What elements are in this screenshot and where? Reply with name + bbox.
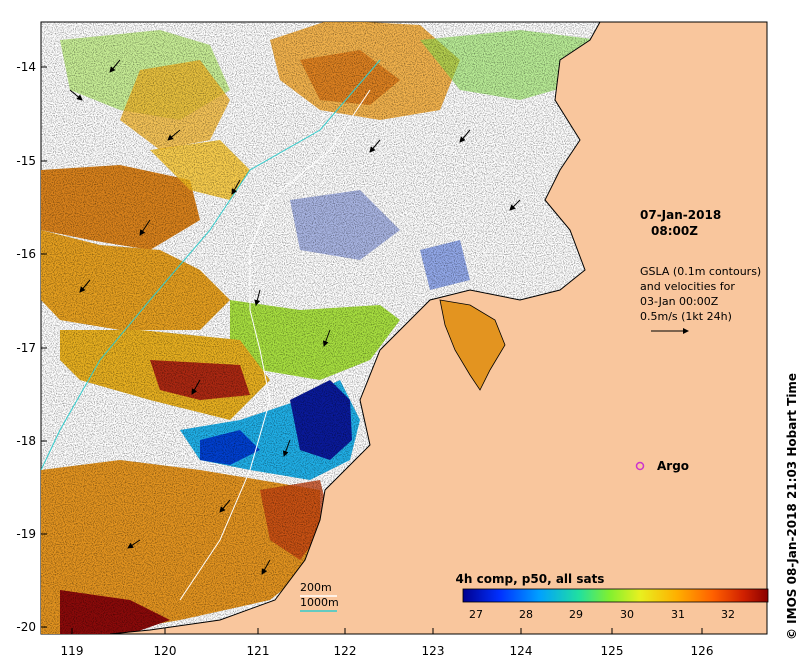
- argo-marker: [635, 461, 645, 471]
- datetime-line1: 07-Jan-2018: [640, 208, 721, 222]
- lat-tick-label: -15: [16, 154, 36, 168]
- imos-credit: © IMOS 08-Jan-2018 21:03 Hobart Time: [785, 373, 799, 640]
- lon-tick-label: 125: [601, 644, 624, 658]
- velocity-arrow: [369, 139, 381, 153]
- colorbar-tick: 30: [620, 608, 634, 621]
- colorbar-title: 4h comp, p50, all sats: [456, 572, 605, 586]
- velocity-arrow: [261, 559, 271, 575]
- gsla-line: GSLA (0.1m contours): [640, 265, 761, 278]
- bathy-1000m-contour: [41, 59, 381, 471]
- velocity-arrow: [282, 439, 291, 457]
- velocity-arrow: [509, 199, 521, 211]
- bathy-1000m-label: 1000m: [300, 596, 339, 609]
- colorbar-tick: 29: [569, 608, 583, 621]
- lon-tick-label: 126: [691, 644, 714, 658]
- velocity-arrow: [459, 129, 471, 143]
- velocity-arrow: [322, 329, 331, 347]
- gsla-line: 03-Jan 00:00Z: [640, 295, 719, 308]
- colorbar-tick: 32: [721, 608, 735, 621]
- colorbar-tick: 28: [519, 608, 533, 621]
- colorbar: 4h comp, p50, all sats 27 28 29 30 31 32: [456, 572, 769, 621]
- lat-tick-label: -18: [16, 434, 36, 448]
- datetime-line2: 08:00Z: [651, 224, 698, 238]
- argo-label: Argo: [657, 459, 689, 473]
- lon-tick-label: 119: [61, 644, 84, 658]
- lon-tick-label: 121: [247, 644, 270, 658]
- colorbar-tick: 27: [469, 608, 483, 621]
- velocity-arrow: [191, 379, 201, 395]
- gsla-line: 0.5m/s (1kt 24h): [640, 310, 732, 323]
- lon-tick-label: 122: [334, 644, 357, 658]
- velocity-arrow: [167, 129, 181, 141]
- velocity-arrow: [69, 89, 83, 101]
- axis-ticks: [41, 66, 703, 634]
- velocity-arrow: [127, 539, 141, 549]
- lon-tick-label: 123: [422, 644, 445, 658]
- lat-tick-label: -16: [16, 247, 36, 261]
- gsla-line: and velocities for: [640, 280, 735, 293]
- map-area: [41, 22, 767, 634]
- lat-tick-label: -19: [16, 527, 36, 541]
- colorbar-tick: 31: [671, 608, 685, 621]
- velocity-arrow: [139, 219, 151, 236]
- king-sound-inlet: [439, 299, 506, 391]
- velocity-arrow: [231, 179, 241, 195]
- lon-tick-label: 120: [154, 644, 177, 658]
- bathy-200m-contour: [179, 89, 371, 601]
- velocity-arrow: [109, 59, 121, 73]
- lon-tick-label: 124: [510, 644, 533, 658]
- velocity-arrow: [79, 279, 91, 293]
- bathy-200m-label: 200m: [300, 581, 332, 594]
- lat-tick-label: -17: [16, 341, 36, 355]
- land-mass: [109, 22, 767, 634]
- lat-tick-label: -20: [16, 620, 36, 634]
- velocity-arrow: [219, 499, 231, 513]
- colorbar-ramp: [462, 588, 769, 603]
- velocity-arrow: [254, 289, 261, 306]
- velocity-arrows: [69, 59, 521, 575]
- lat-tick-label: -14: [16, 60, 36, 74]
